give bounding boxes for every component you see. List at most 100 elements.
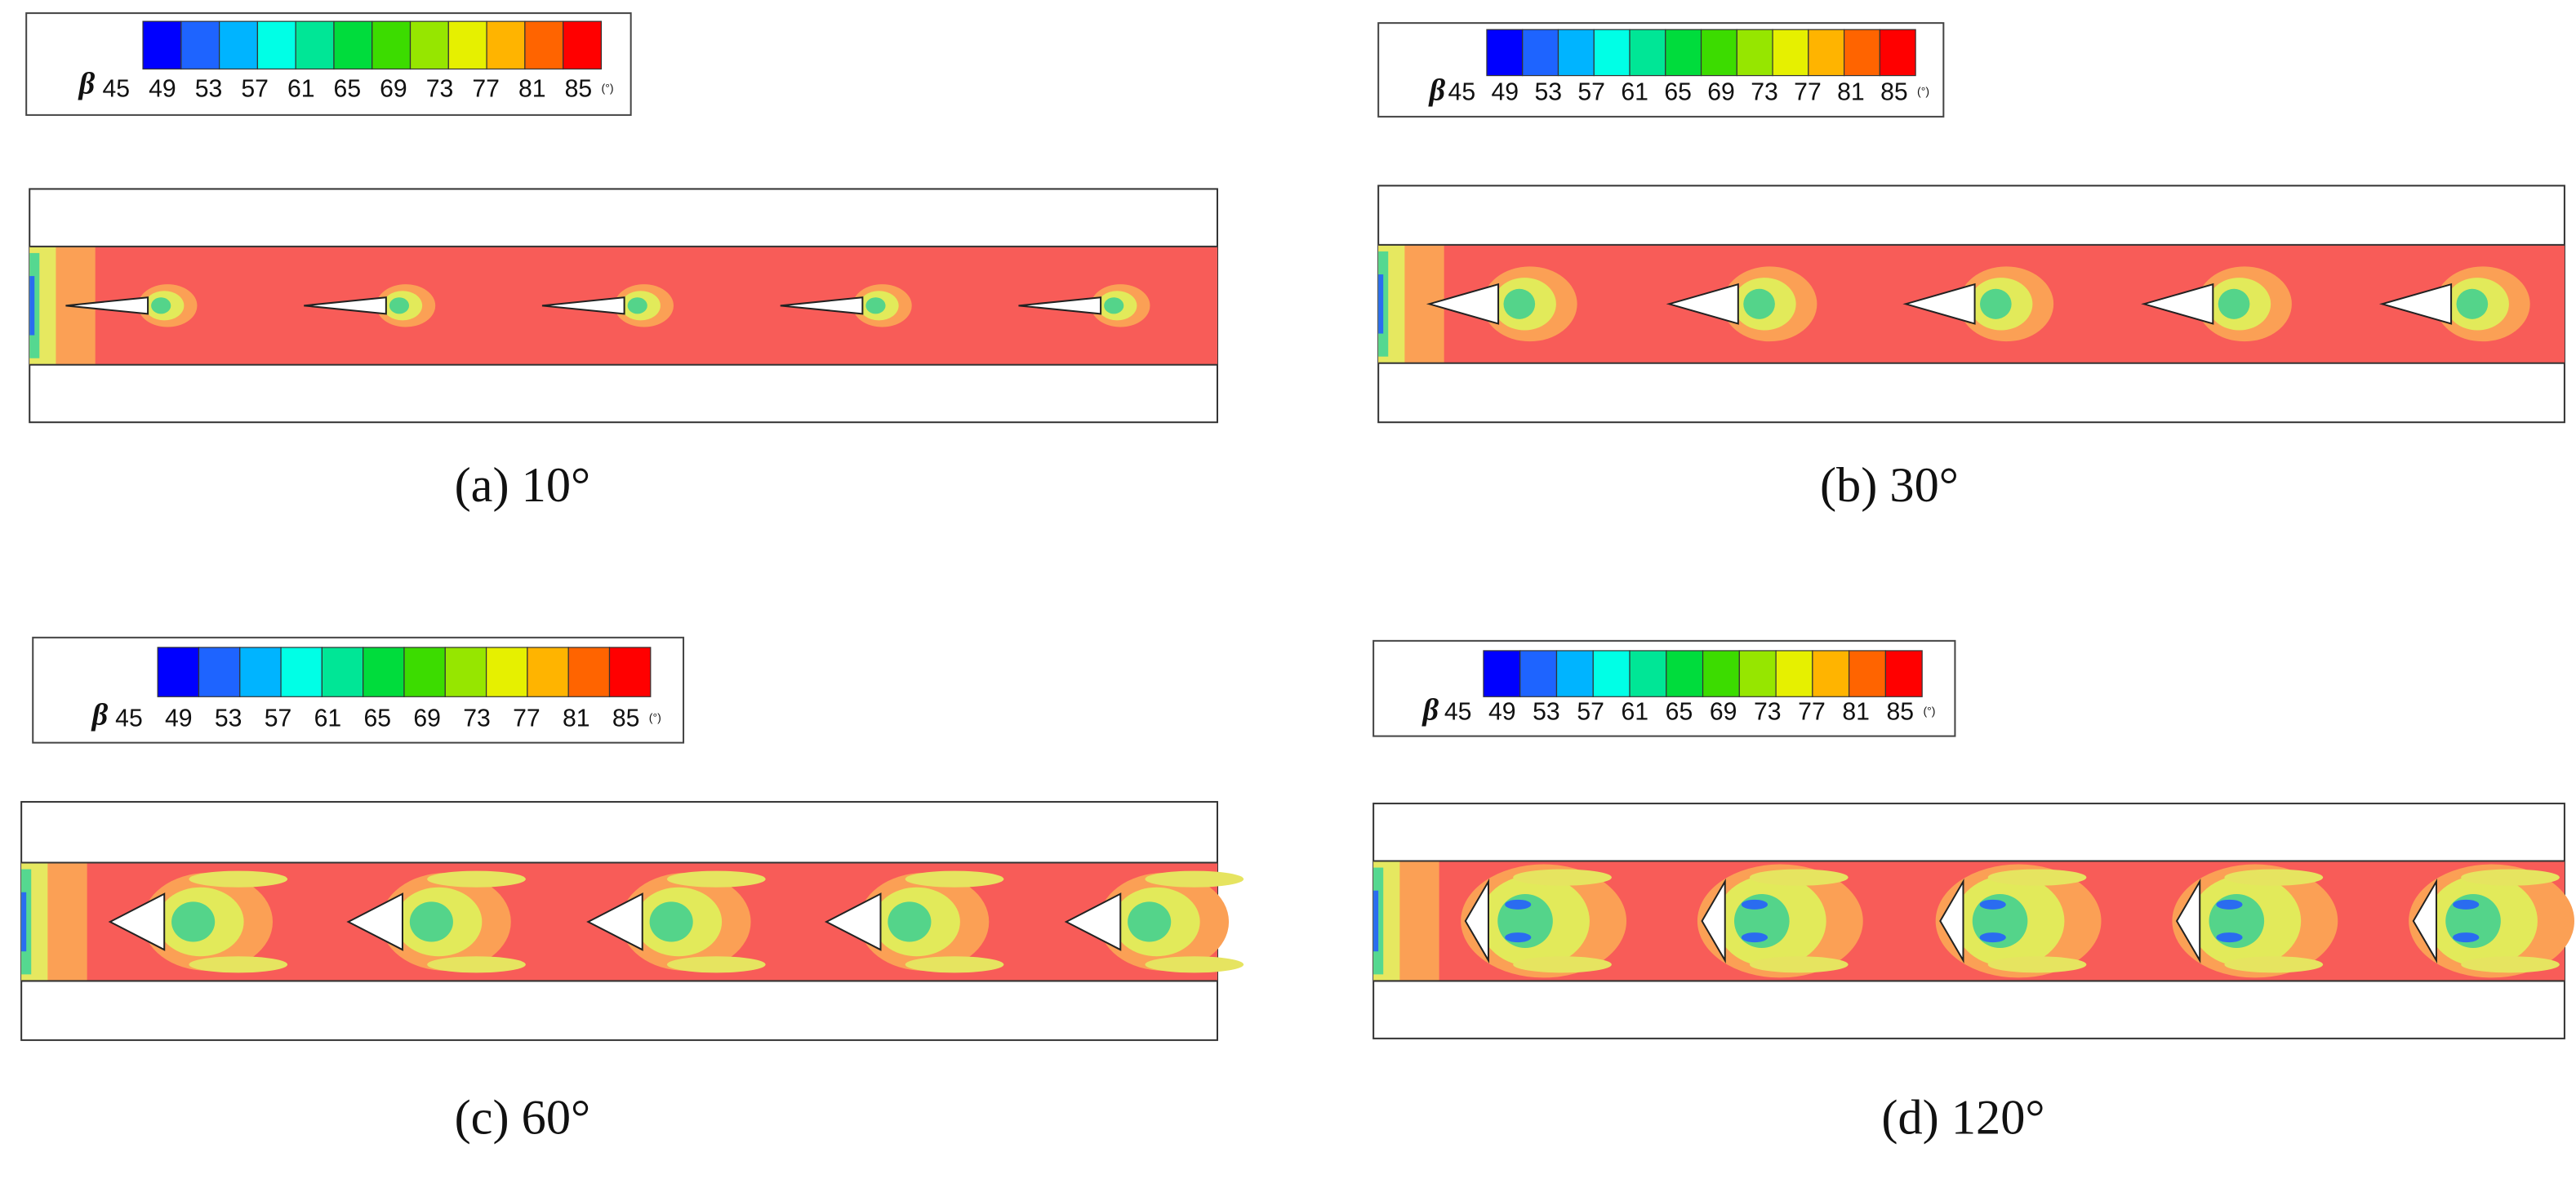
colorbar-cell: [1736, 29, 1773, 77]
colorbar-cell: [486, 20, 526, 70]
colorbar-cell: [485, 647, 528, 697]
legend-tick: 49: [1488, 698, 1516, 725]
colorbar-cell: [363, 647, 405, 697]
wake-green: [2218, 288, 2250, 319]
obstacle: [1018, 296, 1102, 315]
obstacle: [2175, 878, 2201, 963]
legend-tick: 77: [1794, 79, 1822, 106]
legend-tick: 81: [1837, 79, 1865, 106]
wake-streak: [2461, 869, 2560, 886]
wake-streak: [189, 870, 288, 888]
wake-green: [649, 901, 693, 942]
legend-tick: 57: [265, 705, 292, 732]
wake-blue: [2216, 899, 2243, 910]
colorbar-cell: [444, 647, 487, 697]
colorbar-cell: [527, 647, 569, 697]
colorbar-cell: [1738, 650, 1777, 697]
panel: β 45 49 53 57 61 65 69 73 77 81 85 (°) (a) 10°: [25, 12, 1218, 513]
colorbar-cell: [447, 20, 487, 70]
colorbar-cell: [1592, 650, 1631, 697]
legend-tick: 81: [518, 76, 546, 103]
legend-tick: 69: [1707, 79, 1735, 106]
obstacle: [780, 296, 864, 315]
obstacle: [1426, 283, 1500, 325]
legend-tick: 77: [1798, 698, 1826, 725]
colorbar-cell: [1843, 29, 1880, 77]
colorbar-cell: [403, 647, 446, 697]
wake-streak: [189, 956, 288, 973]
colorbar-cell: [280, 647, 323, 697]
wake-streak: [1987, 869, 2087, 886]
colorbar-cell: [321, 647, 364, 697]
obstacle: [1666, 283, 1739, 325]
legend-unit: (°): [1917, 85, 1929, 98]
legend-tick: 69: [380, 76, 407, 103]
legend-unit: (°): [1923, 704, 1935, 717]
legend-tick: 49: [165, 705, 193, 732]
legend-tick: 61: [1621, 79, 1648, 106]
colorbar-cell: [1519, 650, 1558, 697]
legend-tick: 53: [1534, 79, 1562, 106]
legend-tick: 85: [1880, 79, 1908, 106]
legend-tick: 85: [565, 76, 593, 103]
colorbar-cell: [256, 20, 296, 70]
wake-streak: [1513, 869, 1612, 886]
legend-tick: 45: [1444, 698, 1472, 725]
wake-streak: [666, 870, 766, 888]
colorbar-cell: [1879, 29, 1916, 77]
colorbar-cell: [1812, 650, 1850, 697]
obstacle: [1939, 878, 1964, 963]
legend-tick: 81: [563, 705, 590, 732]
wake-streak: [1987, 956, 2087, 973]
panel: β 45 49 53 57 61 65 69 73 77 81 85 (°) (c) 60°: [20, 636, 1244, 1146]
legend-tick: 61: [287, 76, 315, 103]
obstacle: [824, 892, 882, 951]
legend-tick: 85: [1887, 698, 1915, 725]
legend-tick: 85: [612, 705, 640, 732]
obstacle: [304, 296, 387, 315]
wake-streak: [905, 956, 1004, 973]
wake-green: [151, 297, 171, 314]
wake-green: [888, 901, 932, 942]
legend-tick: 73: [426, 76, 454, 103]
obstacle: [1464, 878, 1489, 963]
wake-streak: [1145, 956, 1244, 973]
legend-tick: 65: [334, 76, 362, 103]
legend-symbol: β: [1428, 73, 1446, 108]
obstacle: [586, 892, 643, 951]
colorbar-cell: [333, 20, 373, 70]
obstacle: [108, 892, 166, 951]
colorbar-cell: [157, 647, 200, 697]
legend-tick: 65: [1666, 698, 1693, 725]
legend-symbol: β: [78, 67, 96, 101]
wake-blue: [1979, 932, 2006, 943]
wake-blue: [2453, 899, 2480, 910]
wake-streak: [905, 870, 1004, 888]
legend-tick: 53: [1533, 698, 1560, 725]
caption: (d) 120°: [1881, 1091, 2044, 1146]
wake-green: [1980, 288, 2012, 319]
colorbar-cell: [1772, 29, 1809, 77]
wake-blue: [1741, 899, 1768, 910]
colorbar-cell: [1629, 29, 1666, 77]
legend-tick: 77: [472, 76, 500, 103]
colorbar-cell: [1702, 650, 1740, 697]
legend-tick: 73: [1751, 79, 1778, 106]
colorbar-cell: [563, 20, 603, 70]
wake-blue: [1505, 899, 1532, 910]
colorbar-cell: [1522, 29, 1559, 77]
wake-green: [1503, 288, 1536, 319]
wake-streak: [427, 870, 526, 888]
wake-blue: [1979, 899, 2006, 910]
legend-tick: 49: [149, 76, 176, 103]
obstacle: [2378, 283, 2453, 325]
caption: (a) 10°: [455, 458, 591, 513]
obstacle: [2141, 283, 2214, 325]
inlet-blue: [21, 892, 27, 952]
colorbar-cell: [219, 20, 259, 70]
colorbar-cell: [1884, 650, 1923, 697]
legend-tick: 45: [103, 76, 131, 103]
legend-tick: 65: [1664, 79, 1692, 106]
legend-tick: 77: [513, 705, 541, 732]
